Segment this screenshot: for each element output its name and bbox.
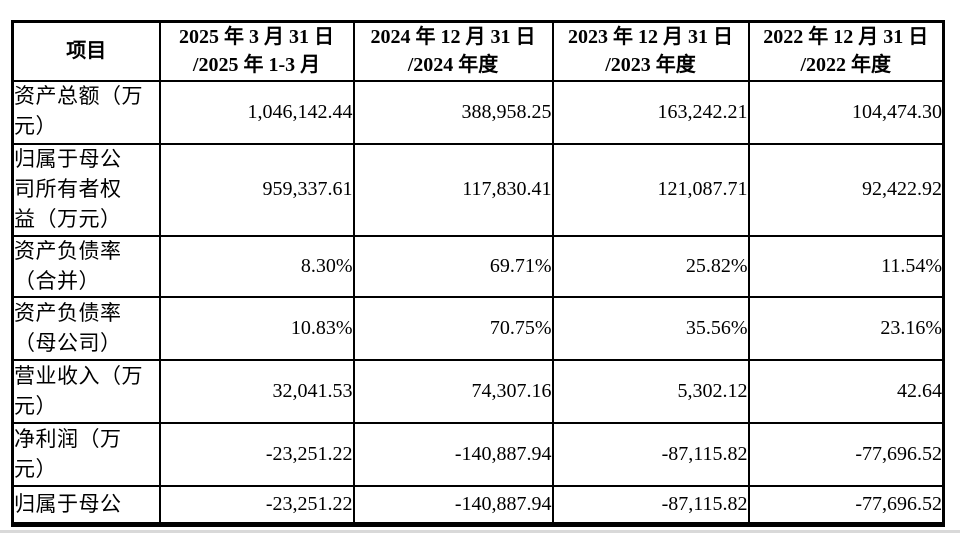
value-cell: 70.75% bbox=[352, 296, 554, 362]
row-label-cell: 归属于母公 bbox=[11, 485, 161, 526]
value-cell: 121,087.71 bbox=[551, 142, 750, 237]
value-cell: -87,115.82 bbox=[551, 422, 750, 488]
value-cell: -23,251.22 bbox=[158, 485, 355, 526]
value-cell: 74,307.16 bbox=[352, 359, 554, 425]
row-label-cell: 资产负债率 （合并） bbox=[11, 234, 161, 299]
value-cell: 25.82% bbox=[551, 234, 750, 299]
row-label-cell: 归属于母公 司所有者权 益（万元） bbox=[11, 142, 161, 237]
header-cell-2024: 2024 年 12 月 31 日 /2024 年度 bbox=[352, 20, 554, 82]
value-cell: -140,887.94 bbox=[352, 485, 554, 526]
value-cell: -77,696.52 bbox=[747, 422, 945, 488]
row-label-cell: 净利润（万 元） bbox=[11, 422, 161, 488]
row-label-cell: 资产负债率 （母公司） bbox=[11, 296, 161, 362]
table-row-parent-net-profit-truncated: 归属于母公 -23,251.22 -140,887.94 -87,115.82 … bbox=[11, 485, 945, 526]
value-cell: 8.30% bbox=[158, 234, 355, 299]
value-cell: 92,422.92 bbox=[747, 142, 945, 237]
value-cell: 10.83% bbox=[158, 296, 355, 362]
value-cell: -23,251.22 bbox=[158, 422, 355, 488]
header-cell-2023: 2023 年 12 月 31 日 /2023 年度 bbox=[551, 20, 750, 82]
table-row-debt-ratio-parent: 资产负债率 （母公司） 10.83% 70.75% 35.56% 23.16% bbox=[11, 296, 945, 362]
value-cell: 5,302.12 bbox=[551, 359, 750, 425]
table-row-parent-equity: 归属于母公 司所有者权 益（万元） 959,337.61 117,830.41 … bbox=[11, 142, 945, 237]
table-row-net-profit: 净利润（万 元） -23,251.22 -140,887.94 -87,115.… bbox=[11, 422, 945, 488]
value-cell: 1,046,142.44 bbox=[158, 79, 355, 145]
value-cell: 23.16% bbox=[747, 296, 945, 362]
financial-indicators-table: 项目 2025 年 3 月 31 日 /2025 年 1-3 月 2024 年 … bbox=[11, 20, 945, 527]
value-cell: 32,041.53 bbox=[158, 359, 355, 425]
header-cell-2022: 2022 年 12 月 31 日 /2022 年度 bbox=[747, 20, 945, 82]
value-cell: 42.64 bbox=[747, 359, 945, 425]
value-cell: 959,337.61 bbox=[158, 142, 355, 237]
value-cell: 35.56% bbox=[551, 296, 750, 362]
value-cell: -77,696.52 bbox=[747, 485, 945, 526]
value-cell: 11.54% bbox=[747, 234, 945, 299]
value-cell: 117,830.41 bbox=[352, 142, 554, 237]
value-cell: -87,115.82 bbox=[551, 485, 750, 526]
value-cell: 69.71% bbox=[352, 234, 554, 299]
header-cell-item: 项目 bbox=[11, 20, 161, 82]
value-cell: 104,474.30 bbox=[747, 79, 945, 145]
row-label-cell: 营业收入（万 元） bbox=[11, 359, 161, 425]
page-edge-divider bbox=[0, 530, 960, 533]
table-row-debt-ratio-consolidated: 资产负债率 （合并） 8.30% 69.71% 25.82% 11.54% bbox=[11, 234, 945, 299]
value-cell: 388,958.25 bbox=[352, 79, 554, 145]
table-header-row: 项目 2025 年 3 月 31 日 /2025 年 1-3 月 2024 年 … bbox=[11, 20, 945, 82]
table-row-total-assets: 资产总额（万 元） 1,046,142.44 388,958.25 163,24… bbox=[11, 79, 945, 145]
header-cell-2025-q1: 2025 年 3 月 31 日 /2025 年 1-3 月 bbox=[158, 20, 355, 82]
value-cell: -140,887.94 bbox=[352, 422, 554, 488]
row-label-cell: 资产总额（万 元） bbox=[11, 79, 161, 145]
table-row-operating-revenue: 营业收入（万 元） 32,041.53 74,307.16 5,302.12 4… bbox=[11, 359, 945, 425]
value-cell: 163,242.21 bbox=[551, 79, 750, 145]
